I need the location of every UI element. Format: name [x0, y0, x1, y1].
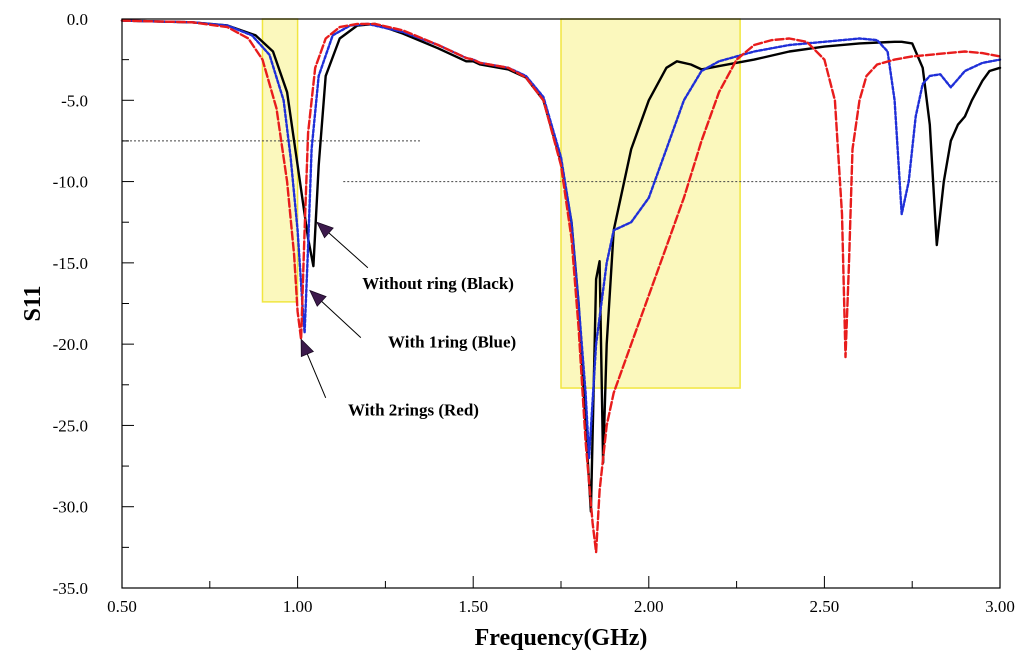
y-tick-label: -15.0: [53, 254, 88, 273]
y-tick-label: -35.0: [53, 579, 88, 598]
series-line-1: [120, 19, 1002, 513]
x-tick-label: 1.50: [458, 597, 488, 616]
reference-lines: [122, 140, 1000, 183]
highlight-band-2: [560, 18, 741, 389]
x-tick-label: 0.50: [107, 597, 137, 616]
y-tick-label: -10.0: [53, 173, 88, 192]
x-tick-label: 2.50: [810, 597, 840, 616]
annotation-arrow-line: [328, 232, 369, 269]
highlight-band-1: [261, 18, 299, 303]
annotation-arrow-head: [300, 338, 315, 358]
highlight-bands: [261, 18, 741, 389]
annotation-label: Without ring (Black): [362, 274, 514, 293]
annotation-label: With 2rings (Red): [348, 401, 479, 420]
y-tick-label: -5.0: [61, 91, 88, 110]
x-tick-label: 1.00: [283, 597, 313, 616]
annotation-arrow-line: [321, 300, 362, 339]
axis-tick-labels: 0.50 1.00 1.50 2.00 2.50 3.00 0.0 -5.0 -10.0 -15.…: [53, 10, 1015, 616]
annotation-arrow-head: [316, 221, 334, 239]
x-tick-label: 2.00: [634, 597, 664, 616]
annotation-arrow-line: [306, 353, 327, 398]
y-tick-label: -30.0: [53, 498, 88, 517]
annotations: Without ring (Black) With 1ring (Blue) Wit…: [300, 221, 516, 420]
series-lines: [120, 19, 1002, 554]
annotation-label: With 1ring (Blue): [388, 332, 516, 351]
axis-ticks: [121, 18, 1001, 589]
series-line-2: [120, 19, 1002, 460]
y-tick-label: 0.0: [67, 10, 88, 29]
y-tick-label: -25.0: [53, 416, 88, 435]
x-tick-label: 3.00: [985, 597, 1015, 616]
annotation-arrow-head: [309, 289, 327, 307]
y-tick-label: -20.0: [53, 335, 88, 354]
y-axis-title: S11: [20, 285, 46, 321]
x-axis-title: Frequency(GHz): [475, 625, 648, 651]
series-line-3: [120, 19, 1002, 554]
